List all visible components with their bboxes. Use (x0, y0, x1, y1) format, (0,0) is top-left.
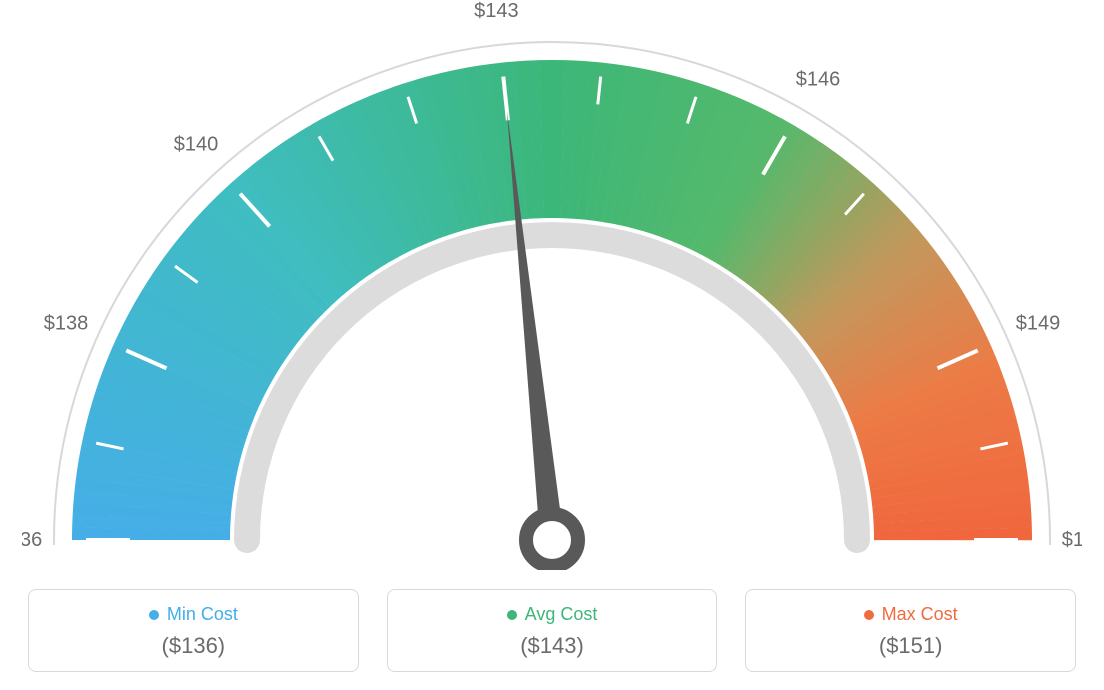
svg-text:$138: $138 (44, 313, 89, 335)
min-cost-value: ($136) (29, 633, 358, 659)
max-cost-card: Max Cost ($151) (745, 589, 1076, 672)
svg-text:$136: $136 (22, 529, 42, 551)
min-cost-card: Min Cost ($136) (28, 589, 359, 672)
min-cost-header: Min Cost (29, 604, 358, 625)
summary-cards: Min Cost ($136) Avg Cost ($143) Max Cost… (28, 589, 1076, 672)
cost-gauge: $136 $138 $140 $143 $146 $149 $151 (22, 0, 1082, 570)
avg-cost-header: Avg Cost (388, 604, 717, 625)
min-cost-label: Min Cost (167, 604, 238, 625)
max-dot-icon (864, 610, 874, 620)
svg-text:$140: $140 (174, 134, 219, 156)
max-cost-header: Max Cost (746, 604, 1075, 625)
svg-text:$151: $151 (1062, 529, 1082, 551)
svg-text:$149: $149 (1016, 313, 1061, 335)
max-cost-value: ($151) (746, 633, 1075, 659)
avg-cost-label: Avg Cost (525, 604, 598, 625)
avg-dot-icon (507, 610, 517, 620)
svg-text:$146: $146 (796, 68, 841, 90)
max-cost-label: Max Cost (882, 604, 958, 625)
min-dot-icon (149, 610, 159, 620)
avg-cost-value: ($143) (388, 633, 717, 659)
avg-cost-card: Avg Cost ($143) (387, 589, 718, 672)
svg-text:$143: $143 (474, 0, 519, 22)
